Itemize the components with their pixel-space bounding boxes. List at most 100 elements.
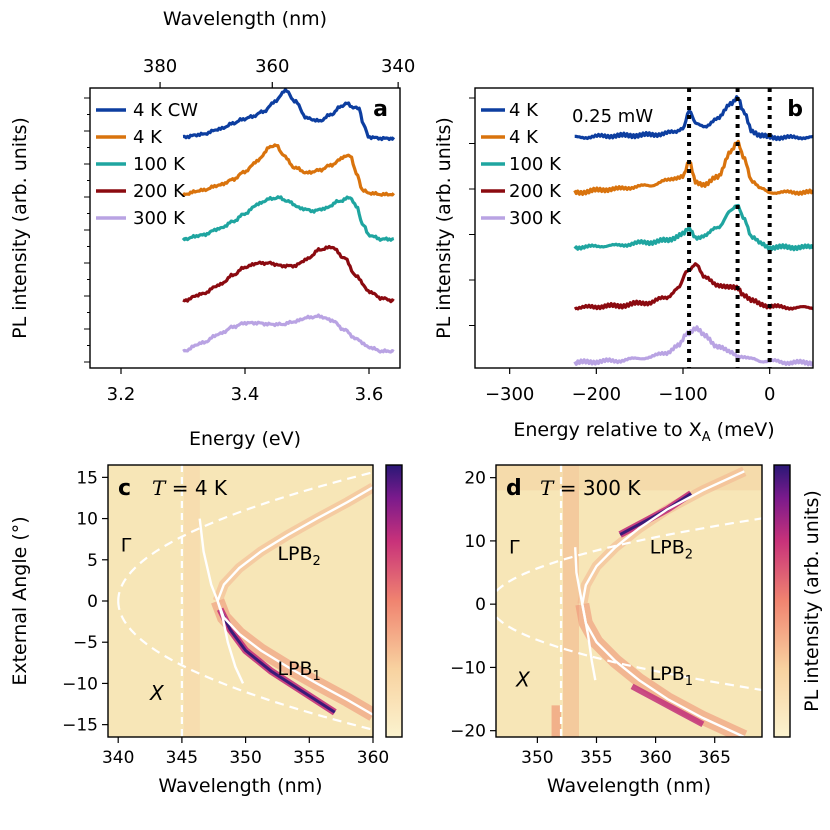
panel-a-top-tick-label: 380 [143, 56, 177, 77]
panel-c-lpb2-label: LPB2 [277, 543, 320, 569]
panel-b-xtick-label: −300 [485, 384, 534, 405]
panel-c-xtick-label: 355 [293, 748, 325, 768]
panel-d-lpb1-label: LPB1 [650, 663, 693, 689]
panel-b-series-4 [573, 325, 813, 367]
panel-d-lpb2-label: LPB2 [650, 537, 693, 563]
panel-a-series-4 [182, 313, 395, 354]
panel-c-colorbar [385, 464, 403, 738]
panel-c-curves [117, 465, 373, 737]
panel-c-x-label: X [149, 681, 165, 705]
panel-d-background [496, 465, 762, 737]
panel-c-lpb1-label: LPB1 [277, 658, 320, 684]
panel-c-mirror-curve [198, 518, 245, 684]
panel-b-xlabel: Energy relative to XA (meV) [513, 419, 774, 445]
panel-b-legend-label: 100 K [509, 154, 562, 175]
panel-b-xtick-label: 0 [764, 384, 775, 405]
panel-b-series-1 [573, 139, 813, 196]
panel-a-ylabel: PL intensity (arb. units) [9, 117, 31, 339]
panel-a-legend-label: 100 K [133, 154, 186, 175]
panel-a-legend-label: 4 K [133, 127, 163, 148]
panel-a-xtick-label: 3.4 [231, 384, 260, 405]
panel-c-bright-core [218, 608, 336, 714]
panel-c-ytick-label: 5 [87, 551, 98, 571]
panel-a-xtick-label: 3.6 [355, 384, 384, 405]
panel-d-curves [496, 465, 762, 737]
panel-d-xtick-label: 350 [521, 748, 553, 768]
panel-b-legend-label: 200 K [509, 181, 562, 202]
panel-a-top-tick-label: 360 [255, 56, 289, 77]
panel-c-ytick-label: −15 [62, 716, 98, 736]
panel-d-ytick-label: 20 [464, 469, 486, 489]
panel-d-ytick-label: −20 [450, 722, 486, 742]
panel-c-xtick-label: 345 [166, 748, 198, 768]
panel-b-legend-label: 300 K [509, 208, 562, 229]
panel-d-xlabel: Wavelength (nm) [547, 775, 711, 797]
panel-d-frame [495, 464, 763, 738]
panel-a-series-3 [182, 244, 395, 304]
panel-b-annotation: 0.25 mW [572, 106, 653, 127]
panel-a-series-2 [181, 195, 395, 242]
panel-a-letter: a [373, 97, 388, 122]
panel-b-ylabel: PL intensity (arb. units) [433, 117, 455, 339]
panel-c-photon-up [117, 471, 373, 602]
panel-d-ytick-label: 0 [475, 595, 486, 615]
panel-c-xtick-label: 350 [229, 748, 261, 768]
panel-c-xtick-label: 360 [357, 748, 389, 768]
panel-c-ytick-label: 10 [76, 510, 98, 530]
panel-d-title: T = 300 K [540, 476, 641, 500]
panel-c-photon-down [117, 600, 373, 731]
panel-a-series-0 [182, 88, 396, 142]
panel-d-gamma-label: Γ [509, 537, 520, 559]
panel-d-hot-spot [551, 705, 562, 737]
panel-a-series-1 [181, 143, 395, 197]
panel-d-colorbar-label: PL intensity (arb. units) [801, 490, 823, 712]
panel-b-series-3 [573, 262, 813, 311]
panel-d-colorbar [773, 464, 791, 738]
panel-d-xtick-label: 355 [580, 748, 612, 768]
panel-c-ylabel: External Angle (°) [9, 516, 31, 685]
panel-b-series-2 [573, 203, 813, 252]
panel-c-ytick-label: −10 [62, 674, 98, 694]
panel-c-lpb-curve-b [216, 486, 373, 602]
panel-a-legend-label: 200 K [133, 181, 186, 202]
panel-a-legend-label: 4 K CW [133, 100, 198, 121]
panel-d-photon-up [496, 517, 762, 594]
panel-a-xlabel: Energy (eV) [189, 428, 301, 450]
panel-c-title: T = 4 K [152, 476, 228, 500]
panel-d-letter: d [506, 476, 522, 501]
panel-b-xtick-label: −100 [658, 384, 707, 405]
panel-b-frame [474, 87, 814, 369]
panel-a-plot [181, 88, 396, 354]
panel-d-bright-core [619, 492, 692, 536]
panel-a-xtick-label: 3.2 [107, 384, 136, 405]
panel-d-x-label: X [515, 667, 531, 691]
panel-c-lpb-curve-a [216, 600, 373, 716]
panel-d-exciton-band [563, 465, 580, 737]
panel-c-xtick-label: 340 [102, 748, 134, 768]
panel-b-legend-label: 4 K [509, 127, 539, 148]
panel-c-ytick-label: 0 [87, 592, 98, 612]
panel-b-series-0 [574, 95, 813, 142]
panel-b-plot [573, 95, 813, 367]
panel-d-ytick-label: −10 [450, 658, 486, 678]
panel-b-legend-label: 4 K [509, 100, 539, 121]
panel-c-ytick-label: 15 [76, 468, 98, 488]
panel-d-lpb-curve-b [581, 470, 745, 605]
panel-c-xlabel: Wavelength (nm) [158, 775, 322, 797]
panel-d-bright-arc-2 [630, 683, 705, 727]
panel-a-legend-label: 300 K [133, 208, 186, 229]
panel-d-ytick-label: 10 [464, 532, 486, 552]
panel-d-xtick-label: 365 [698, 748, 730, 768]
panel-b-letter: b [787, 97, 803, 122]
panel-a-top-axis-label: Wavelength (nm) [163, 8, 327, 30]
panel-d-xtick-label: 360 [639, 748, 671, 768]
panel-a-top-tick-label: 340 [381, 56, 415, 77]
panel-d-photon-down [496, 615, 762, 692]
panel-c-letter: c [118, 476, 131, 501]
panel-c-exciton-band [183, 465, 200, 737]
panel-d-mirror-curve [574, 547, 597, 681]
panel-c-gamma-label: Γ [121, 535, 132, 557]
panel-b-xtick-label: −200 [572, 384, 621, 405]
panel-c-ytick-label: −5 [73, 633, 98, 653]
